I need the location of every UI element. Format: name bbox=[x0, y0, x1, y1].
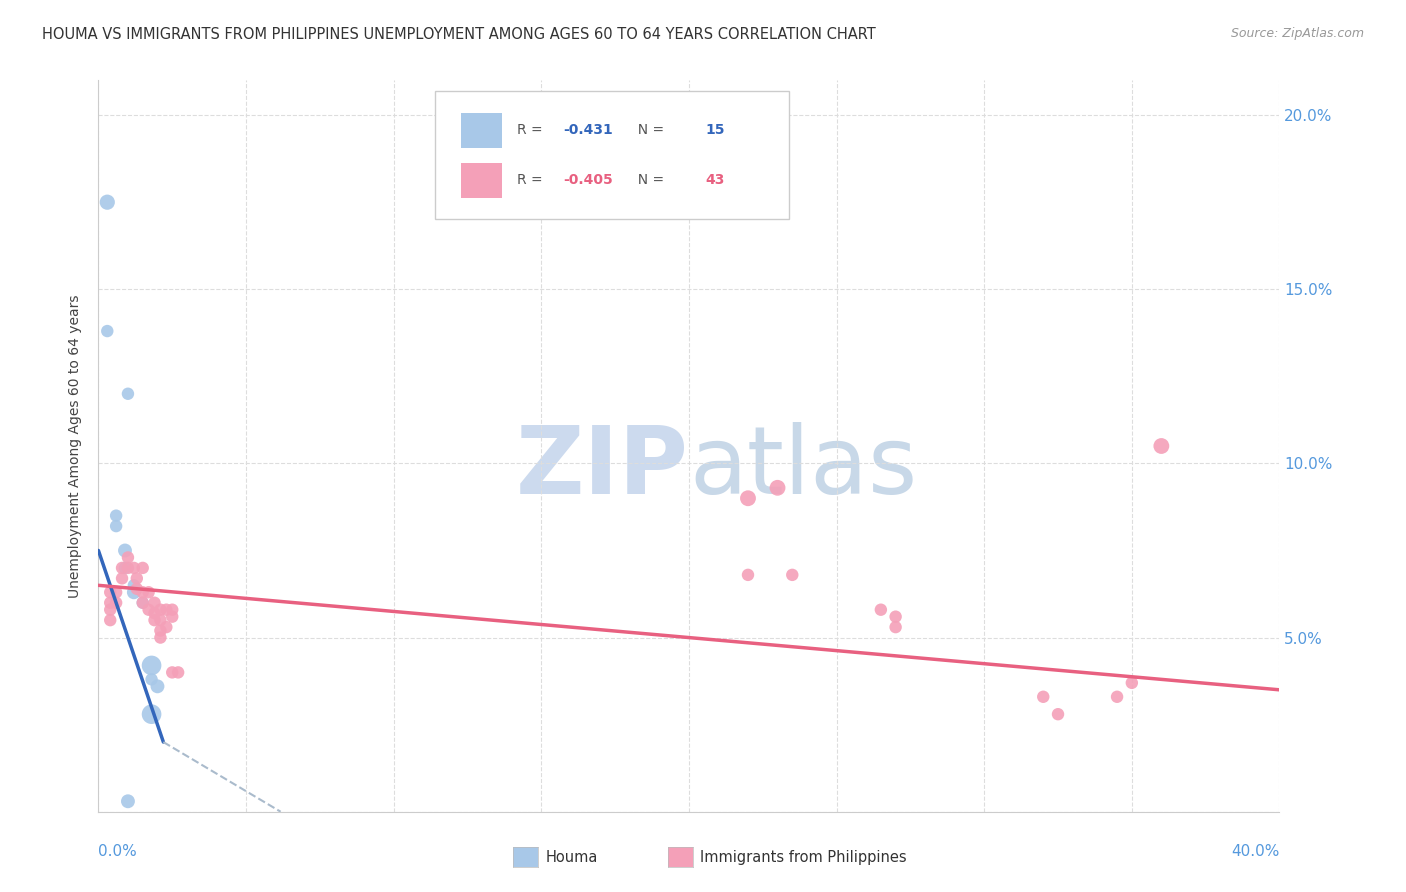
Point bbox=[1121, 676, 1143, 690]
Point bbox=[143, 606, 166, 620]
Point bbox=[884, 609, 907, 624]
Point bbox=[105, 585, 128, 599]
Point bbox=[132, 596, 155, 610]
FancyBboxPatch shape bbox=[434, 91, 789, 219]
Point bbox=[782, 567, 804, 582]
Text: Houma: Houma bbox=[546, 850, 598, 864]
Point bbox=[122, 585, 145, 599]
Point bbox=[122, 561, 145, 575]
Point bbox=[155, 620, 177, 634]
Text: 40.0%: 40.0% bbox=[1232, 845, 1279, 859]
Point bbox=[105, 596, 128, 610]
Text: -0.431: -0.431 bbox=[564, 123, 613, 137]
Point bbox=[138, 585, 160, 599]
Point bbox=[132, 585, 155, 599]
Point bbox=[869, 603, 891, 617]
Point bbox=[117, 550, 139, 565]
Point bbox=[141, 707, 163, 722]
Point bbox=[96, 195, 118, 210]
Text: N =: N = bbox=[628, 173, 668, 187]
Point bbox=[766, 481, 789, 495]
Text: HOUMA VS IMMIGRANTS FROM PHILIPPINES UNEMPLOYMENT AMONG AGES 60 TO 64 YEARS CORR: HOUMA VS IMMIGRANTS FROM PHILIPPINES UNE… bbox=[42, 27, 876, 42]
Text: 15: 15 bbox=[706, 123, 725, 137]
Point bbox=[737, 491, 759, 506]
Text: atlas: atlas bbox=[689, 422, 917, 514]
Point bbox=[884, 620, 907, 634]
Text: ZIP: ZIP bbox=[516, 422, 689, 514]
Point bbox=[117, 561, 139, 575]
Point bbox=[143, 613, 166, 627]
Point bbox=[143, 596, 166, 610]
Point bbox=[125, 582, 148, 596]
Point bbox=[149, 631, 172, 645]
Point bbox=[1046, 707, 1069, 722]
Text: 43: 43 bbox=[706, 173, 725, 187]
Point bbox=[1105, 690, 1128, 704]
Point bbox=[96, 324, 118, 338]
Point bbox=[117, 386, 139, 401]
Point bbox=[149, 613, 172, 627]
Point bbox=[141, 658, 163, 673]
FancyBboxPatch shape bbox=[461, 162, 502, 198]
Text: N =: N = bbox=[628, 123, 668, 137]
Point bbox=[98, 603, 121, 617]
Point bbox=[125, 571, 148, 585]
Point bbox=[114, 543, 136, 558]
FancyBboxPatch shape bbox=[461, 112, 502, 148]
Point bbox=[105, 508, 128, 523]
Point bbox=[138, 603, 160, 617]
Text: Source: ZipAtlas.com: Source: ZipAtlas.com bbox=[1230, 27, 1364, 40]
Text: 0.0%: 0.0% bbox=[98, 845, 138, 859]
Point bbox=[1150, 439, 1173, 453]
Point bbox=[141, 673, 163, 687]
Point bbox=[98, 585, 121, 599]
Point bbox=[122, 578, 145, 592]
Point bbox=[111, 561, 134, 575]
Point bbox=[162, 609, 183, 624]
Text: R =: R = bbox=[516, 123, 547, 137]
Point bbox=[117, 794, 139, 808]
Point bbox=[162, 603, 183, 617]
Point bbox=[155, 603, 177, 617]
Point bbox=[132, 561, 155, 575]
Point bbox=[98, 613, 121, 627]
Point bbox=[132, 596, 155, 610]
Text: R =: R = bbox=[516, 173, 547, 187]
Point bbox=[114, 561, 136, 575]
Point bbox=[146, 679, 169, 693]
Y-axis label: Unemployment Among Ages 60 to 64 years: Unemployment Among Ages 60 to 64 years bbox=[69, 294, 83, 598]
Point bbox=[98, 596, 121, 610]
Text: Immigrants from Philippines: Immigrants from Philippines bbox=[700, 850, 907, 864]
Point bbox=[111, 571, 134, 585]
Point bbox=[737, 567, 759, 582]
Point bbox=[105, 519, 128, 533]
Point bbox=[149, 624, 172, 638]
Point bbox=[1032, 690, 1054, 704]
Text: -0.405: -0.405 bbox=[564, 173, 613, 187]
Point bbox=[149, 603, 172, 617]
Point bbox=[162, 665, 183, 680]
Point bbox=[167, 665, 190, 680]
